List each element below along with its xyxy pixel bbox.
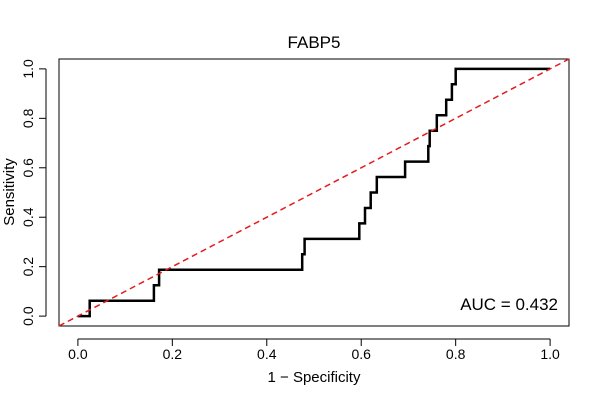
x-tick-label: 1.0 <box>540 346 560 362</box>
y-tick-label: 0.6 <box>20 158 36 178</box>
y-tick-label: 0.8 <box>20 108 36 128</box>
x-tick-label: 0.2 <box>163 346 183 362</box>
x-axis-label: 1 − Specificity <box>268 369 361 386</box>
chart-title: FABP5 <box>288 33 341 52</box>
x-tick-label: 0.8 <box>446 346 466 362</box>
auc-annotation: AUC = 0.432 <box>460 295 558 314</box>
y-axis-label: Sensitivity <box>1 158 18 226</box>
y-tick-label: 0.4 <box>20 207 36 227</box>
x-tick-label: 0.4 <box>257 346 277 362</box>
x-tick-label: 0.0 <box>68 346 88 362</box>
roc-curve-line <box>77 67 551 318</box>
plot-frame <box>58 58 570 327</box>
x-tick-label: 0.6 <box>351 346 371 362</box>
y-tick-label: 0.2 <box>20 257 36 277</box>
y-tick-label: 0.0 <box>20 306 36 326</box>
y-tick-label: 1.0 <box>20 59 36 79</box>
reference-diagonal-line <box>58 58 570 327</box>
plot-area: 0.0 0.2 0.4 0.6 0.8 1.0 0.0 0.2 0.4 0.6 0.8 1.0 <box>20 58 570 362</box>
